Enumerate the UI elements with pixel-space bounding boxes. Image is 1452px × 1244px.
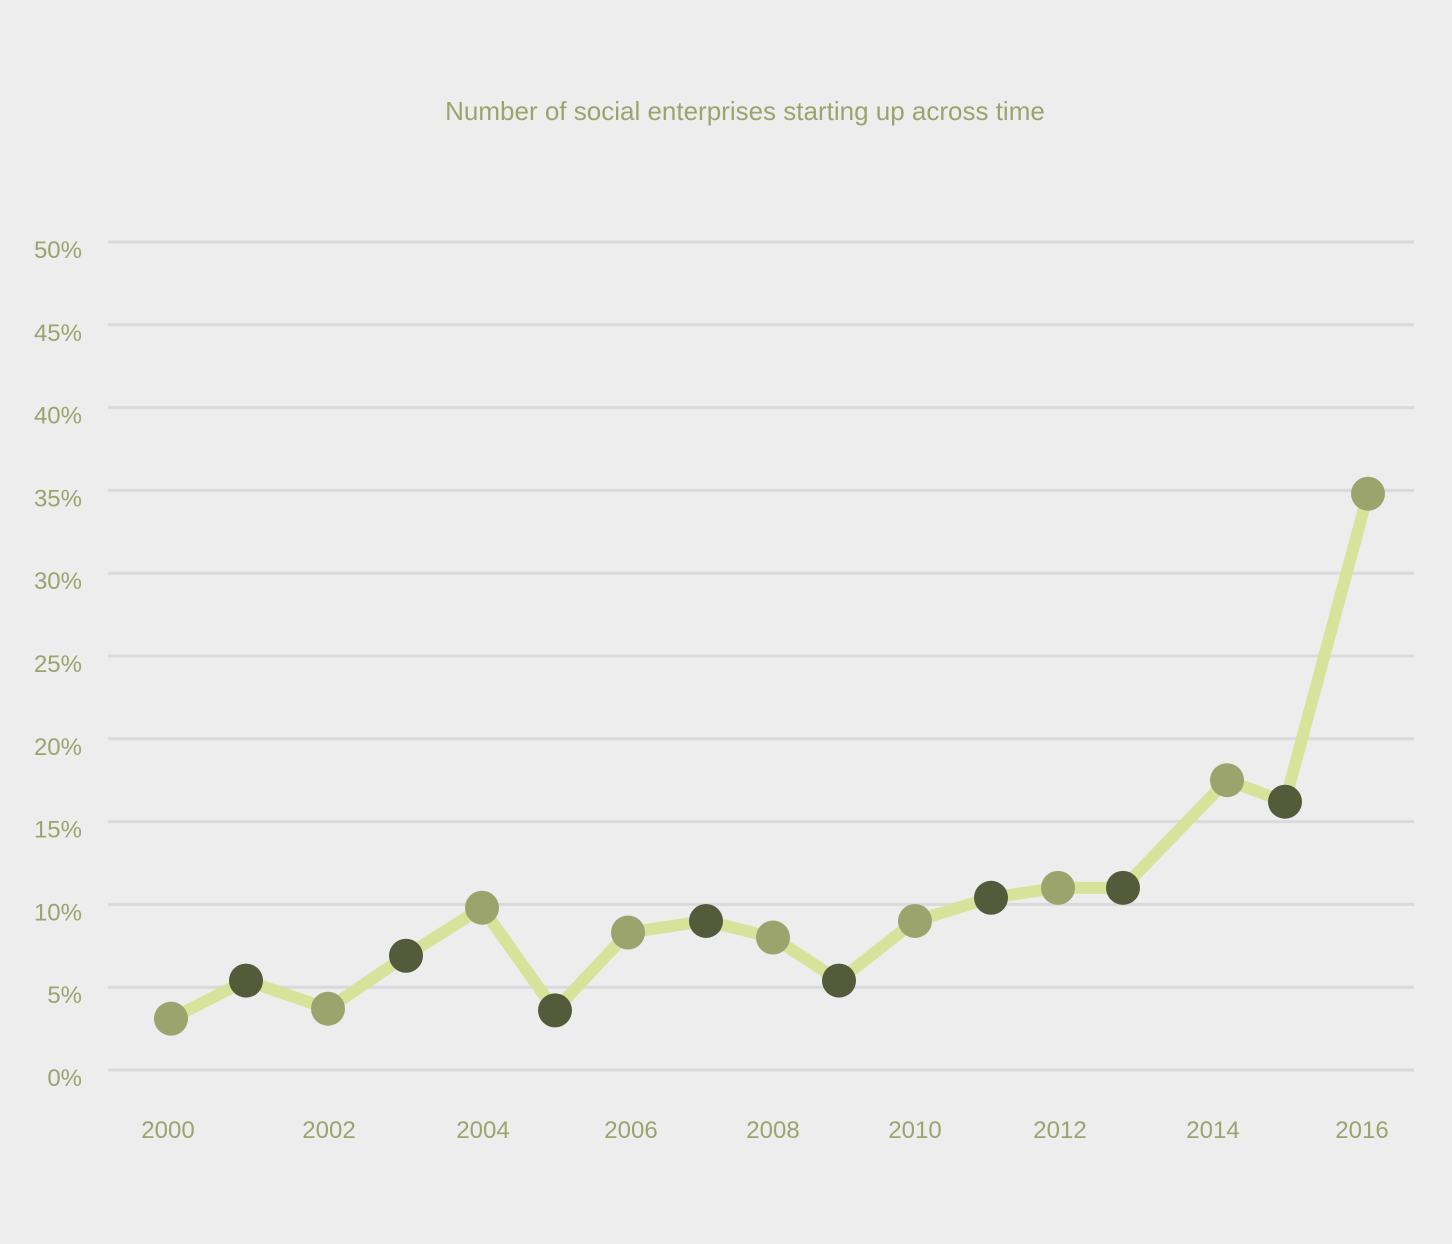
x-tick-label: 2002 bbox=[302, 1117, 355, 1144]
data-point-2016 bbox=[1351, 476, 1385, 511]
y-tick-label: 35% bbox=[34, 485, 82, 512]
y-tick-label: 15% bbox=[34, 817, 82, 844]
chart-title: Number of social enterprises starting up… bbox=[445, 96, 1045, 126]
x-tick-label: 2016 bbox=[1335, 1117, 1388, 1144]
y-tick-label: 45% bbox=[34, 320, 82, 347]
x-tick-label: 2014 bbox=[1186, 1117, 1239, 1144]
y-tick-label: 0% bbox=[47, 1065, 82, 1092]
x-tick-label: 2010 bbox=[888, 1117, 941, 1144]
y-tick-label: 10% bbox=[34, 899, 82, 926]
data-point-2007 bbox=[689, 903, 723, 938]
data-point-2008 bbox=[756, 920, 790, 955]
x-tick-label: 2006 bbox=[604, 1117, 657, 1144]
y-tick-label: 50% bbox=[34, 237, 82, 264]
data-point-2011 bbox=[974, 880, 1008, 915]
data-point-2015 bbox=[1268, 784, 1302, 819]
data-point-2000 bbox=[154, 1001, 188, 1036]
data-point-2009 bbox=[822, 963, 856, 998]
x-tick-label: 2004 bbox=[456, 1117, 509, 1144]
y-tick-label: 20% bbox=[34, 734, 82, 761]
y-tick-label: 30% bbox=[34, 568, 82, 595]
data-point-2012 bbox=[1041, 870, 1075, 905]
data-point-2001 bbox=[229, 963, 263, 998]
data-point-2010 bbox=[898, 903, 932, 938]
y-tick-label: 25% bbox=[34, 651, 82, 678]
x-tick-label: 2000 bbox=[141, 1117, 194, 1144]
data-point-2004 bbox=[465, 890, 499, 925]
data-point-2005 bbox=[538, 993, 572, 1028]
y-tick-label: 5% bbox=[47, 982, 82, 1009]
x-tick-label: 2012 bbox=[1033, 1117, 1086, 1144]
data-point-2014 bbox=[1210, 763, 1244, 798]
x-tick-label: 2008 bbox=[746, 1117, 799, 1144]
data-point-2006 bbox=[611, 915, 645, 950]
y-tick-label: 40% bbox=[34, 403, 82, 430]
data-point-2002 bbox=[311, 991, 345, 1026]
data-point-2003 bbox=[389, 938, 423, 973]
data-point-2013 bbox=[1106, 870, 1140, 905]
